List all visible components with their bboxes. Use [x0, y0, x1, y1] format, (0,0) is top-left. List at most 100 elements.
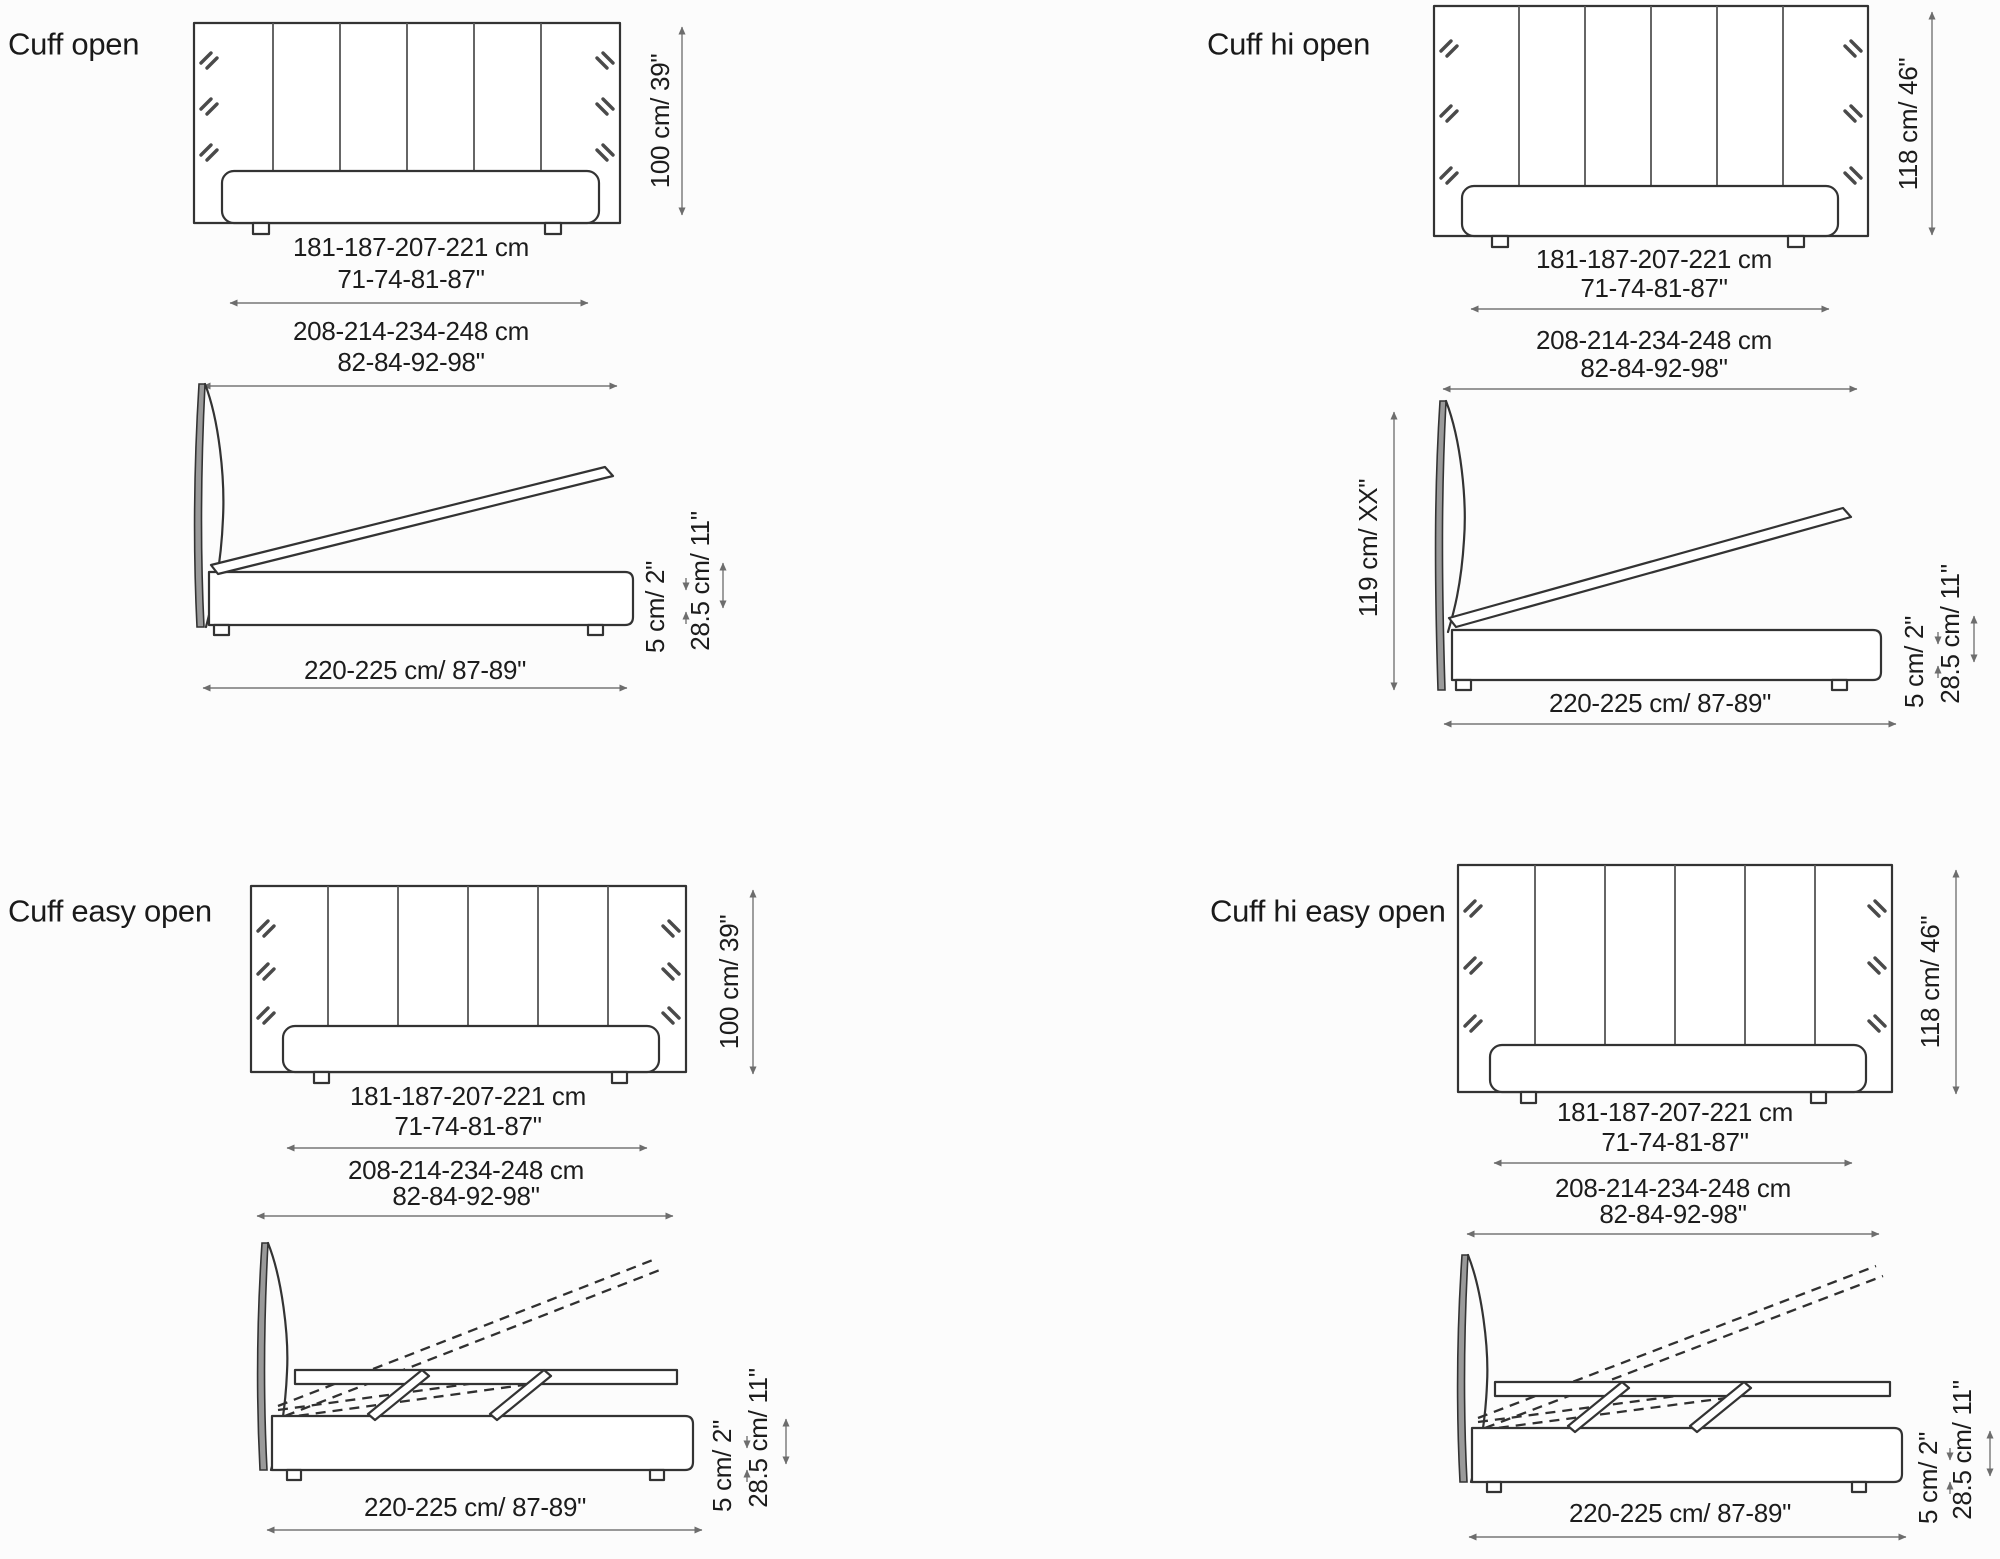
headboard-profile-band	[1456, 1254, 1469, 1483]
platform-height-label: 5 cm/ 2"	[640, 561, 670, 653]
stitch-tick-icon	[661, 919, 681, 938]
bed-legs	[285, 1468, 666, 1482]
total-width-in-label: 82-84-92-98"	[337, 347, 484, 377]
lid-open-dashed-outline	[1477, 1264, 1884, 1430]
bed-legs	[1454, 678, 1849, 692]
stitch-tick-icon	[199, 51, 219, 70]
slat-platform	[293, 1368, 679, 1386]
total-width-cm-label: 208-214-234-248 cm	[1555, 1173, 1791, 1203]
stitch-tick-icon	[661, 962, 681, 981]
base-width-cm-label: 181-187-207-221 cm	[293, 232, 529, 262]
total-width-in-label: 82-84-92-98"	[392, 1181, 539, 1211]
stitch-tick-icon	[1463, 1014, 1483, 1033]
front-view: 118 cm/ 46" 181-187-207-221 cm 71-74-81-…	[1432, 4, 1936, 393]
stitch-tick-icon	[1867, 899, 1887, 918]
stitch-tick-icon	[1843, 166, 1863, 185]
storage-height-label: 28.5 cm/ 11"	[1935, 564, 1965, 704]
storage-height-label: 28.5 cm/ 11"	[685, 511, 715, 651]
variant-cuff-hi-open: Cuff hi open 118 cm/ 46" 181-187-207-221…	[1207, 4, 1978, 728]
headboard-panel-seams	[1518, 6, 1784, 186]
overall-height-label: 119 cm/ XX"	[1353, 479, 1383, 617]
height-label: 118 cm/ 46"	[1893, 58, 1923, 191]
total-width-in-label: 82-84-92-98"	[1599, 1199, 1746, 1229]
bed-base	[1488, 1043, 1868, 1094]
stitch-tick-icon	[199, 97, 219, 116]
slat-platform	[1493, 1380, 1892, 1398]
height-label: 100 cm/ 39"	[645, 54, 675, 189]
headboard-profile-band	[256, 1242, 269, 1471]
front-view: 100 cm/ 39" 181-187-207-221 cm 71-74-81-…	[249, 884, 757, 1220]
stitch-tick-icon	[1463, 899, 1483, 918]
storage-height-label: 28.5 cm/ 11"	[1947, 1380, 1977, 1520]
headboard-panel-seams	[327, 886, 609, 1026]
storage-lid-open	[1447, 506, 1853, 629]
lift-strut	[1566, 1380, 1631, 1434]
platform-height-label: 5 cm/ 2"	[1913, 1432, 1943, 1524]
total-width-cm-label: 208-214-234-248 cm	[1536, 325, 1772, 355]
headboard-profile-curve	[1444, 399, 1466, 634]
variant-title: Cuff hi easy open	[1210, 894, 1446, 929]
storage-lid-open	[209, 465, 615, 576]
stitch-tick-icon	[256, 1006, 276, 1025]
headboard-profile-band	[1434, 400, 1447, 691]
front-view: 100 cm/ 39" 181-187-207-221 cm 71-74-81-…	[192, 21, 686, 390]
bed-base	[1460, 184, 1840, 238]
stitch-tick-icon	[661, 1006, 681, 1025]
headboard-panel-seams	[272, 23, 542, 171]
total-width-cm-label: 208-214-234-248 cm	[293, 316, 529, 346]
base-width-cm-label: 181-187-207-221 cm	[1536, 244, 1772, 274]
total-width-cm-label: 208-214-234-248 cm	[348, 1155, 584, 1185]
stitch-tick-icon	[199, 143, 219, 162]
side-view: 220-225 cm/ 87-89" 5 cm/ 2" 28.5 cm/ 11"	[256, 1241, 790, 1534]
side-view: 220-225 cm/ 87-89" 5 cm/ 2" 28.5 cm/ 11"	[193, 382, 727, 692]
stitch-tick-icon	[595, 97, 615, 116]
bed-legs	[212, 623, 605, 637]
side-view: 119 cm/ XX" 220-225 cm/ 87-89" 5 cm/ 2" …	[1353, 399, 1978, 728]
headboard-profile-band	[193, 383, 206, 628]
bed-base	[220, 169, 601, 225]
bed-legs	[1519, 1090, 1828, 1105]
height-label: 100 cm/ 39"	[714, 915, 744, 1050]
length-label: 220-225 cm/ 87-89"	[364, 1492, 586, 1522]
stitch-tick-icon	[1843, 104, 1863, 123]
base-width-in-label: 71-74-81-87"	[337, 264, 484, 294]
variant-cuff-hi-easy-open: Cuff hi easy open 118 cm/ 46" 181-187-20…	[1210, 863, 1994, 1541]
base-width-in-label: 71-74-81-87"	[394, 1111, 541, 1141]
stitch-tick-icon	[256, 962, 276, 981]
stitch-tick-icon	[1867, 956, 1887, 975]
bed-base-side	[1470, 1426, 1904, 1484]
bed-legs	[312, 1070, 629, 1085]
headboard-panel-seams	[1534, 865, 1816, 1045]
base-width-in-label: 71-74-81-87"	[1580, 273, 1727, 303]
height-label: 118 cm/ 46"	[1915, 916, 1945, 1049]
storage-height-label: 28.5 cm/ 11"	[743, 1368, 773, 1508]
base-width-in-label: 71-74-81-87"	[1601, 1127, 1748, 1157]
stitch-tick-icon	[256, 919, 276, 938]
variant-title: Cuff hi open	[1207, 27, 1370, 62]
stitch-tick-icon	[1439, 104, 1459, 123]
stitch-tick-icon	[595, 51, 615, 70]
variant-cuff-easy-open: Cuff easy open 100 cm/ 39" 181-187-207-2…	[8, 884, 790, 1534]
base-width-cm-label: 181-187-207-221 cm	[1557, 1097, 1793, 1127]
bed-base-side	[207, 570, 635, 627]
bed-base-side	[1450, 628, 1883, 682]
variant-cuff-open: Cuff open 100 cm/ 39" 181-187-207-221 cm…	[8, 21, 727, 692]
bed-base-side	[270, 1414, 695, 1472]
platform-height-label: 5 cm/ 2"	[707, 1420, 737, 1512]
stitch-tick-icon	[1439, 166, 1459, 185]
lift-strut	[366, 1368, 431, 1422]
stitch-tick-icon	[1439, 39, 1459, 58]
stitch-tick-icon	[1843, 39, 1863, 58]
stitch-tick-icon	[595, 143, 615, 162]
stitch-tick-icon	[1463, 956, 1483, 975]
variant-title: Cuff open	[8, 27, 139, 62]
length-label: 220-225 cm/ 87-89"	[1569, 1498, 1791, 1528]
length-label: 220-225 cm/ 87-89"	[1549, 688, 1771, 718]
lid-mid-dashed-outline	[277, 1370, 561, 1420]
length-label: 220-225 cm/ 87-89"	[304, 655, 526, 685]
variant-title: Cuff easy open	[8, 894, 212, 929]
stitch-tick-icon	[1867, 1014, 1887, 1033]
bed-legs	[1490, 234, 1806, 249]
